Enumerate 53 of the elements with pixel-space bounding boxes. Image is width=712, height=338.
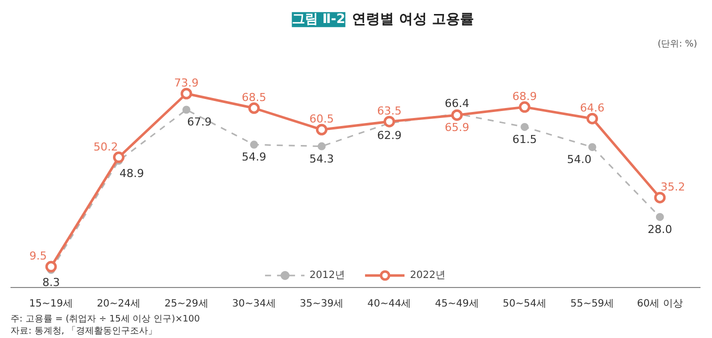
point [520,122,529,131]
point [586,112,598,124]
x-tick-label: 25~29세 [164,298,208,310]
data-label: 73.9 [174,76,199,90]
data-label: 54.0 [567,153,592,166]
text: (단위: %) [658,40,698,50]
point [384,116,396,128]
chart-title: 연령별 여성 고용률 [352,12,474,28]
data-label: 28.0 [648,222,672,236]
data-label: 62.9 [377,129,402,142]
data-label: 48.9 [119,166,144,180]
x-tick-label: 60세 이상 [636,298,683,310]
data-label: 61.5 [512,132,537,146]
data-label: 54.9 [242,150,266,164]
x-tick-label: 55~59세 [570,298,614,310]
point [250,140,258,149]
x-tick-label: 20~24세 [96,298,141,310]
x-tick-label: 15~19세 [29,298,73,310]
data-label: 64.6 [580,102,605,115]
point [180,88,192,100]
x-tick-label: 40~44세 [367,298,412,310]
data-label: 66.4 [444,96,470,110]
data-label: 65.9 [444,121,470,134]
point [182,106,190,114]
point [451,109,463,121]
x-tick-label: 50~54세 [502,298,547,310]
legend-label: 2022년 [410,269,446,282]
data-label: 67.9 [187,116,212,129]
data-label: 68.9 [512,90,537,104]
point [518,101,530,113]
x-tick-label: 35~39세 [300,298,344,310]
point [248,102,260,114]
data-label: 50.2 [93,140,118,154]
data-label: 9.5 [29,250,47,263]
point [654,192,666,204]
chart-subtitle: 그림 Ⅱ-2 [292,12,346,28]
x-tick-label: 30~34세 [232,298,276,310]
data-label: 54.3 [309,152,334,166]
data-label: 63.5 [377,104,402,118]
point [588,143,596,152]
data-label: 60.5 [309,112,334,126]
data-label: 35.2 [660,180,686,194]
point [316,124,328,136]
legend-label: 2012년 [310,269,345,282]
data-label: 8.3 [42,276,60,289]
point [112,152,124,164]
text: 자료: 통계청, 「경제활동인구조사」 [10,326,158,336]
point [318,142,326,150]
data-label: 68.5 [242,91,266,104]
point [45,260,57,272]
x-tick-label: 45~49세 [435,298,479,310]
point [656,212,664,221]
text: 주: 고용률 = (취업자 ÷ 15세 이상 인구)×100 [10,314,200,324]
